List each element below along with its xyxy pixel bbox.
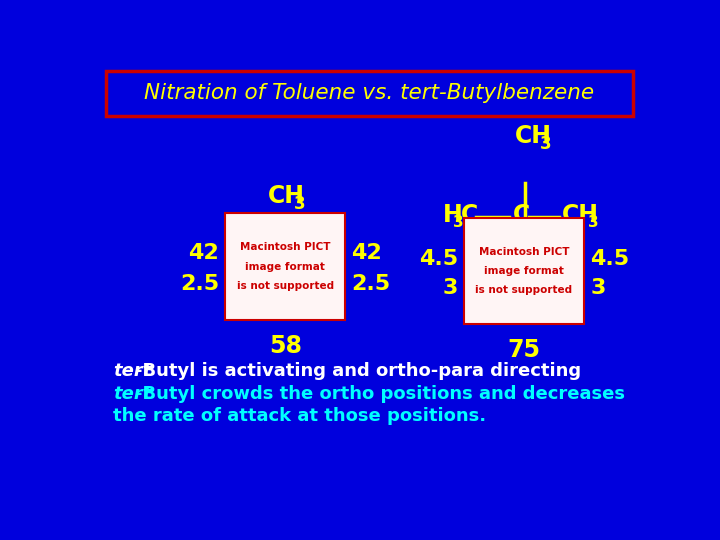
Text: is not supported: is not supported <box>237 281 334 291</box>
Text: CH: CH <box>515 124 552 148</box>
Bar <box>106 71 632 116</box>
Text: 3: 3 <box>590 278 606 298</box>
Text: CH: CH <box>562 203 599 227</box>
Text: the rate of attack at those positions.: the rate of attack at those positions. <box>113 407 487 425</box>
Text: 2.5: 2.5 <box>180 274 219 294</box>
Text: H: H <box>443 203 462 227</box>
Text: image format: image format <box>484 266 564 276</box>
Text: 3: 3 <box>540 134 552 153</box>
Text: C: C <box>513 203 531 227</box>
Text: 42: 42 <box>351 244 382 264</box>
Text: 3: 3 <box>454 215 464 230</box>
Text: CH: CH <box>269 184 305 208</box>
Text: 3: 3 <box>442 278 458 298</box>
Text: image format: image format <box>246 261 325 272</box>
Text: 42: 42 <box>189 244 219 264</box>
Bar <box>225 213 346 320</box>
Text: 3: 3 <box>588 215 598 230</box>
Text: -Butyl crowds the ortho positions and decreases: -Butyl crowds the ortho positions and de… <box>135 386 625 403</box>
Text: 58: 58 <box>269 334 302 357</box>
Text: 2.5: 2.5 <box>351 274 391 294</box>
Text: Macintosh PICT: Macintosh PICT <box>479 247 570 257</box>
Text: is not supported: is not supported <box>475 285 572 295</box>
Text: -Butyl is activating and ortho-para directing: -Butyl is activating and ortho-para dire… <box>135 362 581 380</box>
Text: 75: 75 <box>508 338 541 362</box>
Text: 4.5: 4.5 <box>590 249 629 269</box>
Text: Nitration of Toluene vs. tert-Butylbenzene: Nitration of Toluene vs. tert-Butylbenze… <box>144 83 594 103</box>
Text: 3: 3 <box>294 194 305 213</box>
Text: Macintosh PICT: Macintosh PICT <box>240 242 330 252</box>
Text: tert: tert <box>113 362 152 380</box>
Text: tert: tert <box>113 386 152 403</box>
Text: C: C <box>462 203 479 227</box>
Bar <box>464 218 584 325</box>
Text: 4.5: 4.5 <box>418 249 458 269</box>
